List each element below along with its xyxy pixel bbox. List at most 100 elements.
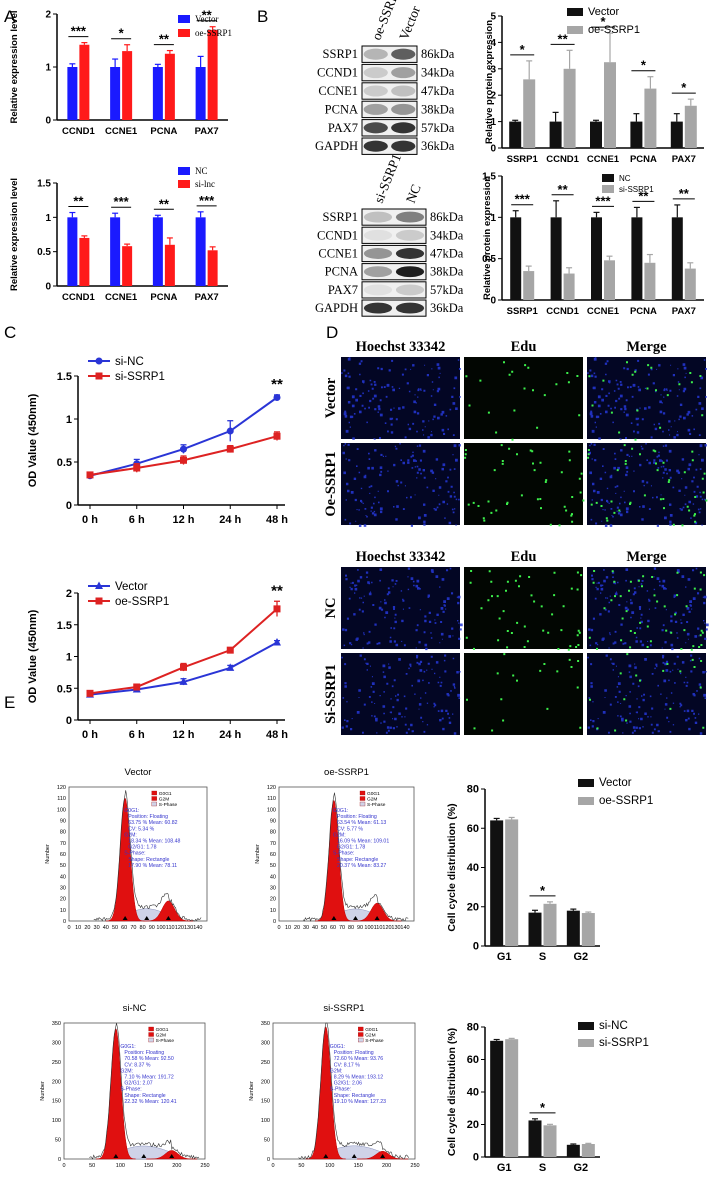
category-label: SSRP1 xyxy=(507,154,539,165)
stats-line: CV: 5.77 % xyxy=(337,826,363,832)
legend-label: G0G1 xyxy=(156,1027,169,1033)
column-header: Merge xyxy=(626,549,667,565)
significance-mark: ** xyxy=(558,182,569,197)
significance-mark: * xyxy=(600,14,606,29)
stats-line: 18.34 % Mean: 108.48 xyxy=(128,839,180,845)
x-tick-label: 50 xyxy=(321,925,327,931)
histogram-title: oe-SSRP1 xyxy=(324,767,369,778)
x-tick-label: 200 xyxy=(382,1163,391,1169)
y-tick-label: 30 xyxy=(60,886,66,892)
legend-label: Vector xyxy=(599,777,632,789)
panel-label-d: D xyxy=(326,323,338,342)
hoechst-image xyxy=(341,357,461,440)
y-tick-label: 0 xyxy=(66,500,72,512)
legend-label: si-lnc xyxy=(195,179,215,189)
bar-Vector-PCNA xyxy=(630,121,643,148)
x-tick-label: 6 h xyxy=(129,514,145,526)
y-axis-label: Number xyxy=(40,1081,46,1101)
x-tick-label: 6 h xyxy=(129,729,145,741)
bar-NC-CCNE1 xyxy=(591,217,602,300)
hoechst-image xyxy=(341,443,461,527)
merge-image xyxy=(587,357,707,441)
stats-line: 20.37 % Mean: 83.27 xyxy=(337,863,386,869)
x-tick-label: 10 xyxy=(75,925,81,931)
stats-line: Shape: Rectangle xyxy=(128,857,169,863)
size-label: 47kDa xyxy=(421,84,455,98)
legend-swatch xyxy=(148,1037,154,1043)
x-tick-label: 250 xyxy=(410,1163,419,1169)
y-tick-label: 0 xyxy=(273,919,276,925)
y-tick-label: 0.5 xyxy=(57,457,72,469)
y-tick-label: 1 xyxy=(45,63,51,74)
histogram-title: si-SSRP1 xyxy=(323,1003,364,1014)
bar-oe-SSRP1-PAX7 xyxy=(207,29,218,120)
legend-label: G2M xyxy=(156,1033,166,1039)
y-tick-label: 0 xyxy=(45,116,51,127)
y-tick-label: 100 xyxy=(57,807,66,813)
data-point xyxy=(273,394,281,401)
legend-swatch xyxy=(359,790,366,796)
stats-line: G2M: xyxy=(330,1068,343,1074)
stats-line: G2M: xyxy=(333,832,346,838)
significance-mark: *** xyxy=(71,24,87,39)
image-background xyxy=(587,653,706,735)
legend-swatch xyxy=(148,1032,154,1037)
y-tick-label: 150 xyxy=(261,1099,270,1105)
y-tick-label: 200 xyxy=(52,1079,61,1085)
legend-label: Vector xyxy=(115,581,148,593)
stats-line: 8.29 % Mean: 193.12 xyxy=(334,1075,383,1081)
category-label: CCNE1 xyxy=(105,292,138,303)
hoechst-image xyxy=(341,567,463,651)
y-tick-label: 60 xyxy=(467,823,479,835)
blot-band xyxy=(391,140,416,152)
data-point xyxy=(133,683,141,691)
legend-label: NC xyxy=(195,166,208,176)
g1-peak xyxy=(105,797,145,922)
bar-oe-SSRP1-G1 xyxy=(505,819,519,946)
y-tick-label: 0 xyxy=(490,144,496,155)
nuclei-dots xyxy=(342,443,461,527)
legend-swatch xyxy=(578,1022,594,1030)
bar-Vector-SSRP1 xyxy=(509,121,522,148)
x-tick-label: 100 xyxy=(156,925,165,931)
peak-marker xyxy=(351,1154,357,1158)
significance-mark: * xyxy=(119,26,125,41)
bar-si-SSRP1-G2 xyxy=(581,1144,595,1157)
bar-Vector-PAX7 xyxy=(670,121,683,148)
x-tick-label: 70 xyxy=(339,925,345,931)
y-axis-label: OD Value (450nm) xyxy=(27,393,39,487)
y-tick-label: 0.5 xyxy=(37,247,51,258)
category-label: PAX7 xyxy=(672,154,696,165)
x-tick-label: 90 xyxy=(357,925,363,931)
column-header: Edu xyxy=(511,549,537,565)
data-point xyxy=(226,427,234,435)
image-background xyxy=(587,443,706,525)
g2-peak xyxy=(352,902,402,922)
data-point xyxy=(226,663,235,671)
merge-image xyxy=(587,653,707,735)
peak-marker xyxy=(169,1154,175,1158)
bar-si-SSRP1-CCNE1 xyxy=(604,260,615,300)
bar-si-SSRP1-CCND1 xyxy=(563,273,575,300)
x-tick-label: 130 xyxy=(184,925,193,931)
legend-swatch xyxy=(151,801,157,807)
y-tick-label: 250 xyxy=(52,1060,61,1066)
x-tick-label: 24 h xyxy=(219,729,241,741)
x-tick-label: 0 h xyxy=(82,514,98,526)
peak-marker xyxy=(141,1154,147,1158)
legend-swatch xyxy=(358,1032,364,1037)
category-label: PCNA xyxy=(150,126,177,137)
histogram-trace xyxy=(303,792,409,922)
protein-label: CCND1 xyxy=(317,228,358,242)
stats-line: Position: Floating xyxy=(334,1050,374,1056)
y-tick-label: 10 xyxy=(270,908,276,914)
legend-swatch xyxy=(578,779,594,787)
bar-NC-PAX7 xyxy=(195,217,206,286)
row-header: NC xyxy=(323,598,339,619)
stats-line: Position: Floating xyxy=(128,814,168,820)
panel-label-e: E xyxy=(4,693,15,712)
category-label: CCNE1 xyxy=(105,126,138,137)
x-tick-label: 80 xyxy=(348,925,354,931)
significance-mark: ** xyxy=(159,196,170,211)
